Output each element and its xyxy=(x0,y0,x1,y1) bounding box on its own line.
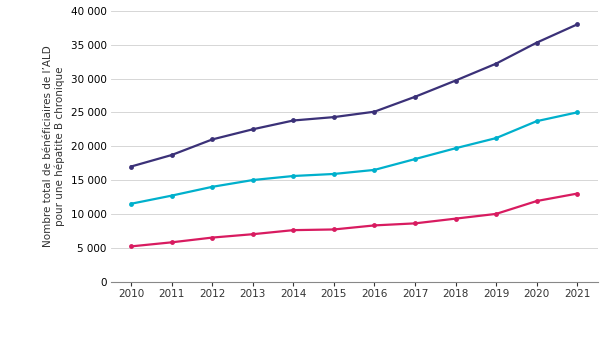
Hommes xyxy=(371,168,378,172)
Total xyxy=(452,78,460,83)
Hommes xyxy=(168,193,176,198)
Total xyxy=(128,164,135,169)
Total xyxy=(290,118,297,123)
Hommes xyxy=(249,178,256,182)
Total xyxy=(533,40,540,45)
Total xyxy=(330,115,338,119)
Femmes xyxy=(492,212,500,216)
Total xyxy=(168,153,176,157)
Femmes xyxy=(371,223,378,227)
Hommes xyxy=(533,119,540,123)
Hommes xyxy=(290,174,297,178)
Hommes xyxy=(411,157,419,161)
Femmes xyxy=(573,191,581,196)
Hommes xyxy=(492,136,500,140)
Femmes xyxy=(452,217,460,221)
Line: Femmes: Femmes xyxy=(129,191,580,249)
Total xyxy=(411,95,419,99)
Total xyxy=(371,109,378,114)
Femmes xyxy=(533,199,540,203)
Femmes xyxy=(330,227,338,232)
Femmes xyxy=(290,228,297,232)
Y-axis label: Nombre total de bénéficiaires de l’ALD
pour une hépatite B chronique: Nombre total de bénéficiaires de l’ALD p… xyxy=(43,45,65,247)
Femmes xyxy=(128,244,135,248)
Femmes xyxy=(209,235,216,240)
Line: Hommes: Hommes xyxy=(129,110,580,206)
Hommes xyxy=(330,172,338,176)
Hommes xyxy=(452,146,460,151)
Total xyxy=(492,61,500,66)
Femmes xyxy=(411,221,419,226)
Total xyxy=(209,137,216,142)
Line: Total: Total xyxy=(129,22,580,169)
Hommes xyxy=(209,184,216,189)
Hommes xyxy=(128,201,135,206)
Total xyxy=(249,127,256,131)
Hommes xyxy=(573,110,581,114)
Total xyxy=(573,22,581,26)
Femmes xyxy=(168,240,176,244)
Femmes xyxy=(249,232,256,236)
